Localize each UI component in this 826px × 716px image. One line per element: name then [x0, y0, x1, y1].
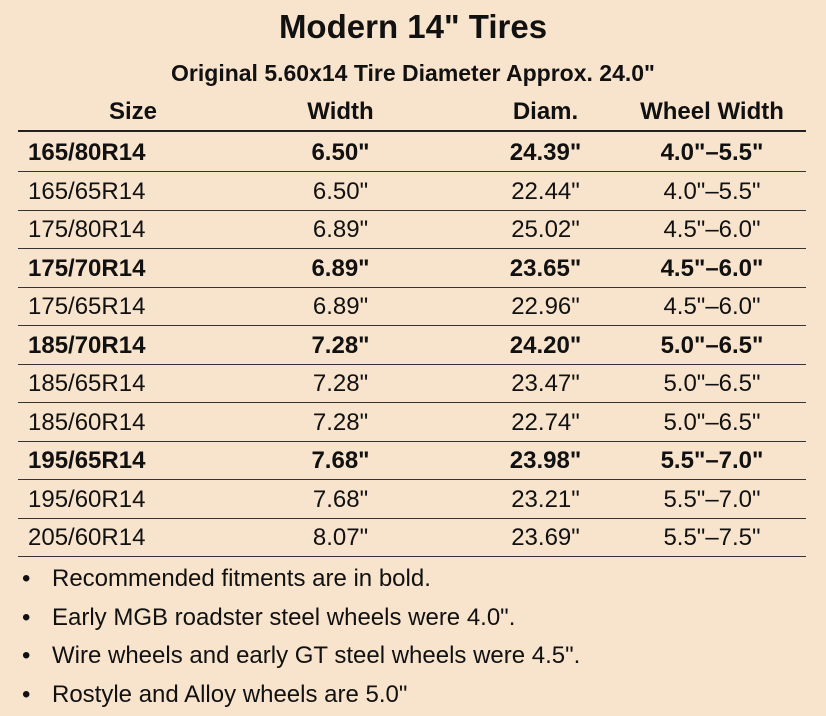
table-cell: 24.39": [509, 139, 582, 166]
subtitle: Original 5.60x14 Tire Diameter Approx. 2…: [171, 60, 655, 86]
table-row: 175/65R14 6.89" 22.96" 4.5"–6.0": [18, 287, 806, 326]
table-cell: 205/60R14: [28, 524, 146, 551]
table-cell: 22.44": [511, 177, 580, 205]
table-cell: 4.5"–6.0": [663, 216, 761, 243]
table-cell: 5.0"–6.5": [660, 331, 764, 359]
title: Modern 14" Tires: [278, 8, 548, 45]
table-cell: 5.0"–6.5": [663, 370, 761, 397]
table-cell: 7.28": [311, 331, 370, 359]
table-cell: 175/70R14: [28, 254, 146, 282]
table-cell: 25.02": [511, 216, 580, 243]
table-cell: 6.89": [311, 254, 370, 282]
table-row: 165/65R14 6.50" 22.44" 4.0"–5.5": [18, 172, 806, 211]
table-cell: 175/80R14: [28, 216, 146, 243]
table-cell: 22.74": [511, 408, 580, 436]
note: Wire wheels and early GT steel wheels we…: [18, 637, 580, 676]
table-cell: 5.5"–7.0": [660, 447, 764, 474]
table-cell: 23.98": [509, 447, 582, 474]
table-cell: 8.07": [312, 524, 369, 551]
table-cell: 6.89": [312, 293, 369, 320]
notes: Recommended fitments are in bold.Early M…: [18, 560, 580, 714]
table-cell: 24.20": [509, 331, 582, 359]
table-cell: 185/65R14: [28, 370, 146, 397]
table-cell: 185/60R14: [28, 408, 146, 436]
column-header: Size: [108, 98, 158, 125]
table-cell: 23.47": [511, 370, 580, 397]
table-cell: 6.89": [312, 216, 369, 243]
table-cell: 4.0"–5.5": [663, 177, 761, 205]
table-cell: 195/60R14: [28, 485, 146, 513]
table-cell: 7.68": [312, 485, 369, 513]
table-cell: 23.69": [511, 524, 580, 551]
table-row: 185/60R14 7.28" 22.74" 5.0"–6.5": [18, 403, 806, 442]
table-row: 175/80R14 6.89" 25.02" 4.5"–6.0": [18, 210, 806, 249]
note: Early MGB roadster steel wheels were 4.0…: [18, 599, 580, 638]
note: Recommended fitments are in bold.: [18, 560, 580, 599]
table-cell: 4.0"–5.5": [660, 139, 764, 166]
table-cell: 5.0"–6.5": [663, 408, 761, 436]
table-cell: 195/65R14: [28, 447, 146, 474]
table-cell: 165/65R14: [28, 177, 146, 205]
table-cell: 4.5"–6.0": [663, 293, 761, 320]
table-row: 185/70R14 7.28" 24.20" 5.0"–6.5": [18, 326, 806, 365]
table-cell: 6.50": [311, 139, 370, 166]
table-row: 175/70R14 6.89" 23.65" 4.5"–6.0": [18, 249, 806, 288]
table-cell: 22.96": [511, 293, 580, 320]
table-cell: 185/70R14: [28, 331, 146, 359]
table-cell: 23.21": [511, 485, 580, 513]
table-cell: 175/65R14: [28, 293, 146, 320]
table-row: 195/60R14 7.68" 23.21" 5.5"–7.0": [18, 480, 806, 519]
table-row: 195/65R14 7.68" 23.98" 5.5"–7.0": [18, 441, 806, 480]
table-cell: 7.28": [312, 370, 369, 397]
table-row: 205/60R14 8.07" 23.69" 5.5"–7.5": [18, 518, 806, 557]
table-cell: 6.50": [312, 177, 369, 205]
table-cell: 4.5"–6.0": [660, 254, 764, 282]
header-row: Size Width Diam. Wheel Width: [18, 92, 806, 132]
table-cell: 7.28": [312, 408, 369, 436]
table-cell: 165/80R14: [28, 139, 146, 166]
note: Rostyle and Alloy wheels are 5.0": [18, 676, 580, 715]
column-header: Wheel Width: [640, 98, 784, 125]
table-row: 185/65R14 7.28" 23.47" 5.0"–6.5": [18, 364, 806, 403]
table-row: 165/80R14 6.50" 24.39" 4.0"–5.5": [18, 133, 806, 172]
column-header: Width: [307, 98, 374, 125]
table-cell: 5.5"–7.0": [663, 485, 761, 513]
table-cell: 5.5"–7.5": [663, 524, 761, 551]
table-cell: 7.68": [311, 447, 370, 474]
table-cell: 23.65": [509, 254, 582, 282]
column-header: Diam.: [512, 98, 579, 125]
